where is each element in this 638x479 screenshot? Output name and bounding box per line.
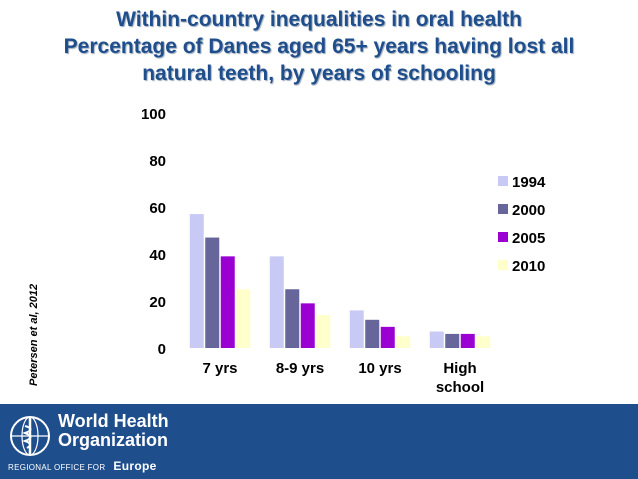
y-tick-label: 80 <box>149 153 166 170</box>
y-tick-label: 60 <box>149 200 166 217</box>
source-credit: Petersen et al, 2012 <box>28 283 40 386</box>
title-line-3: natural teeth, by years of schooling <box>142 62 496 85</box>
x-tick-label: 7 yrs <box>202 360 237 377</box>
x-tick-label: 10 yrs <box>358 360 401 377</box>
legend-label-2005: 2005 <box>512 230 545 247</box>
bar-1994-4 <box>429 331 444 348</box>
who-name: World Health Organization <box>58 412 169 450</box>
bar-1994-2 <box>269 256 284 348</box>
legend-swatch-1994 <box>498 176 508 186</box>
x-tick-label: school <box>436 379 484 396</box>
bar-2000-4 <box>445 333 460 348</box>
bar-2010-1 <box>236 289 251 348</box>
who-emblem-icon <box>10 416 50 456</box>
bar-2000-1 <box>205 237 220 348</box>
y-tick-label: 100 <box>141 106 166 123</box>
bar-2010-3 <box>396 336 411 348</box>
legend-label-1994: 1994 <box>512 174 546 191</box>
bar-chart: 0 20 40 60 80 100 7 yrs 8-9 yrs 10 yrs High school… <box>141 106 546 396</box>
y-tick-label: 40 <box>149 247 166 264</box>
bar-2010-2 <box>316 315 331 348</box>
title-line-1: Within-country inequalities in oral heal… <box>116 8 522 31</box>
legend-swatch-2005 <box>498 232 508 242</box>
bar-2010-4 <box>476 336 491 348</box>
who-name-line-2: Organization <box>58 430 169 450</box>
regional-office-label: REGIONAL OFFICE FOR <box>8 463 106 472</box>
legend-label-2000: 2000 <box>512 202 545 219</box>
bar-1994-1 <box>189 214 204 348</box>
legend-label-2010: 2010 <box>512 258 545 275</box>
x-tick-label: High <box>443 360 476 377</box>
y-tick-label: 0 <box>158 341 166 358</box>
bar-2005-3 <box>380 326 395 348</box>
legend-swatch-2000 <box>498 204 508 214</box>
who-name-line-1: World Health <box>58 411 169 431</box>
bar-1994-3 <box>349 310 364 348</box>
y-tick-label: 20 <box>149 294 166 311</box>
region-name: Europe <box>113 459 157 473</box>
legend-swatch-2010 <box>498 260 508 270</box>
footer-bar <box>0 404 638 479</box>
regional-office: REGIONAL OFFICE FOR Europe <box>8 459 157 473</box>
title-line-2: Percentage of Danes aged 65+ years havin… <box>63 35 575 58</box>
x-tick-label: 8-9 yrs <box>276 360 324 377</box>
bar-2000-3 <box>365 319 380 348</box>
bar-2005-2 <box>300 303 315 348</box>
bar-2000-2 <box>285 289 300 348</box>
bar-2005-4 <box>460 333 475 348</box>
chart-title: Within-country inequalities in oral heal… <box>0 6 638 87</box>
bar-2005-1 <box>220 256 235 348</box>
